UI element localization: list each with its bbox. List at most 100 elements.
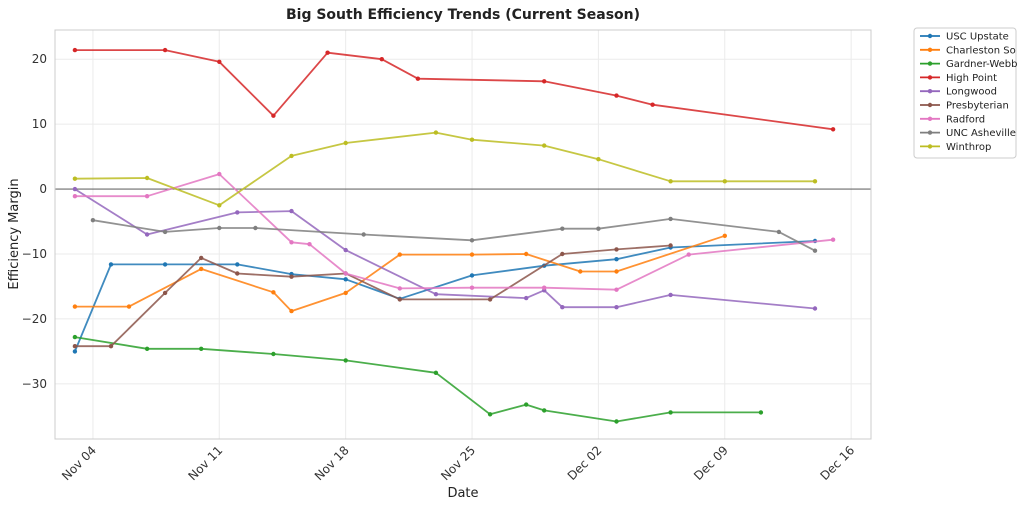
series-longwood [72, 186, 818, 311]
legend-swatch-marker [927, 75, 933, 80]
data-point-presbyterian [199, 255, 204, 261]
plot-area [54, 29, 872, 440]
data-point-gardner-webb [271, 351, 276, 357]
data-point-longwood [433, 292, 439, 297]
data-point-winthrop [217, 203, 222, 208]
legend-swatch-marker [927, 102, 933, 108]
data-point-longwood [289, 208, 294, 214]
series-unc-asheville [90, 216, 818, 253]
series-radford [72, 171, 836, 292]
data-point-winthrop [433, 130, 439, 135]
data-point-longwood [614, 305, 619, 310]
data-point-unc-asheville [361, 232, 366, 237]
data-point-longwood [343, 247, 348, 253]
data-point-high-point [325, 50, 330, 55]
legend-item-gardner-webb: Gardner-Webb [920, 59, 1017, 70]
plot-frame [54, 29, 872, 440]
data-point-charleston-so [289, 308, 294, 314]
data-point-gardner-webb [668, 410, 673, 415]
data-point-gardner-webb [72, 334, 78, 340]
legend-label: Longwood [946, 87, 997, 98]
data-point-radford [307, 242, 312, 247]
legend-swatch-marker [927, 33, 933, 39]
data-point-usc-upstate [614, 257, 619, 262]
data-point-gardner-webb [542, 408, 547, 413]
series-line-usc-upstate [74, 240, 816, 352]
data-point-usc-upstate [162, 262, 168, 267]
data-point-winthrop [72, 176, 78, 181]
data-point-presbyterian [397, 297, 402, 302]
legend-swatch-marker [927, 130, 933, 135]
legend-label: High Point [946, 73, 997, 84]
series-line-radford [74, 173, 834, 291]
data-point-charleston-so [614, 269, 619, 274]
data-point-high-point [379, 57, 384, 62]
y-axis: −30 −20 −10 0 10 20 [22, 52, 47, 391]
legend-item-winthrop: Winthrop [920, 142, 991, 153]
data-point-charleston-so [199, 266, 204, 272]
data-point-gardner-webb [433, 370, 439, 375]
data-point-unc-asheville [812, 248, 818, 253]
data-point-charleston-so [397, 252, 402, 257]
series-layer [72, 47, 836, 424]
legend-box [913, 27, 1017, 159]
data-point-usc-upstate [108, 262, 114, 267]
data-point-gardner-webb [343, 358, 348, 363]
data-point-unc-asheville [560, 226, 565, 231]
data-point-gardner-webb [144, 346, 150, 351]
data-point-winthrop [542, 143, 547, 148]
data-point-gardner-webb [758, 410, 764, 415]
series-line-longwood [74, 188, 816, 310]
data-point-charleston-so [72, 304, 78, 309]
data-point-unc-asheville [776, 229, 782, 235]
plot-background [55, 30, 871, 439]
data-point-winthrop [343, 140, 348, 146]
legend-item-high-point: High Point [920, 73, 997, 84]
data-point-charleston-so [524, 251, 529, 257]
data-point-charleston-so [271, 290, 276, 295]
legend-item-unc-asheville: UNC Asheville [920, 128, 1016, 139]
legend-swatch-marker [927, 47, 933, 52]
data-point-radford [289, 240, 294, 245]
data-point-radford [144, 194, 150, 199]
data-point-winthrop [668, 179, 673, 184]
data-point-charleston-so [343, 290, 348, 296]
data-point-presbyterian [235, 271, 240, 276]
data-point-presbyterian [487, 297, 493, 302]
series-high-point [72, 47, 836, 132]
legend-item-presbyterian: Presbyterian [920, 101, 1009, 112]
y-tick-label: 10 [32, 117, 47, 131]
y-tick-label: −30 [22, 377, 47, 391]
data-point-presbyterian [668, 243, 673, 248]
data-point-winthrop [289, 153, 294, 159]
data-point-gardner-webb [614, 419, 619, 424]
data-point-longwood [144, 232, 150, 237]
series-line-presbyterian [74, 244, 671, 348]
data-point-high-point [271, 113, 276, 118]
data-point-unc-asheville [596, 226, 601, 231]
series-winthrop [72, 130, 818, 208]
data-point-winthrop [144, 175, 150, 181]
data-point-radford [542, 285, 547, 290]
data-point-longwood [72, 186, 78, 192]
data-point-high-point [217, 59, 222, 64]
data-point-presbyterian [108, 344, 114, 349]
data-point-longwood [668, 292, 673, 298]
chart-title: Big South Efficiency Trends (Current Sea… [286, 7, 640, 23]
data-point-winthrop [722, 179, 727, 184]
legend-item-charleston-so: Charleston So [920, 45, 1016, 56]
data-point-charleston-so [126, 304, 132, 309]
data-point-presbyterian [614, 247, 619, 252]
series-gardner-webb [72, 334, 764, 424]
data-point-presbyterian [162, 290, 168, 296]
data-point-unc-asheville [162, 229, 168, 235]
legend-label: UNC Asheville [946, 128, 1016, 139]
x-axis-title: Date [447, 486, 478, 501]
data-point-high-point [162, 47, 168, 53]
legend-item-usc-upstate: USC Upstate [920, 32, 1009, 43]
y-axis-title: Efficiency Margin [7, 178, 22, 289]
legend: USC Upstate Charleston So Gardner-Webb High… [913, 27, 1017, 159]
data-point-radford [614, 287, 619, 292]
data-point-high-point [72, 47, 78, 53]
